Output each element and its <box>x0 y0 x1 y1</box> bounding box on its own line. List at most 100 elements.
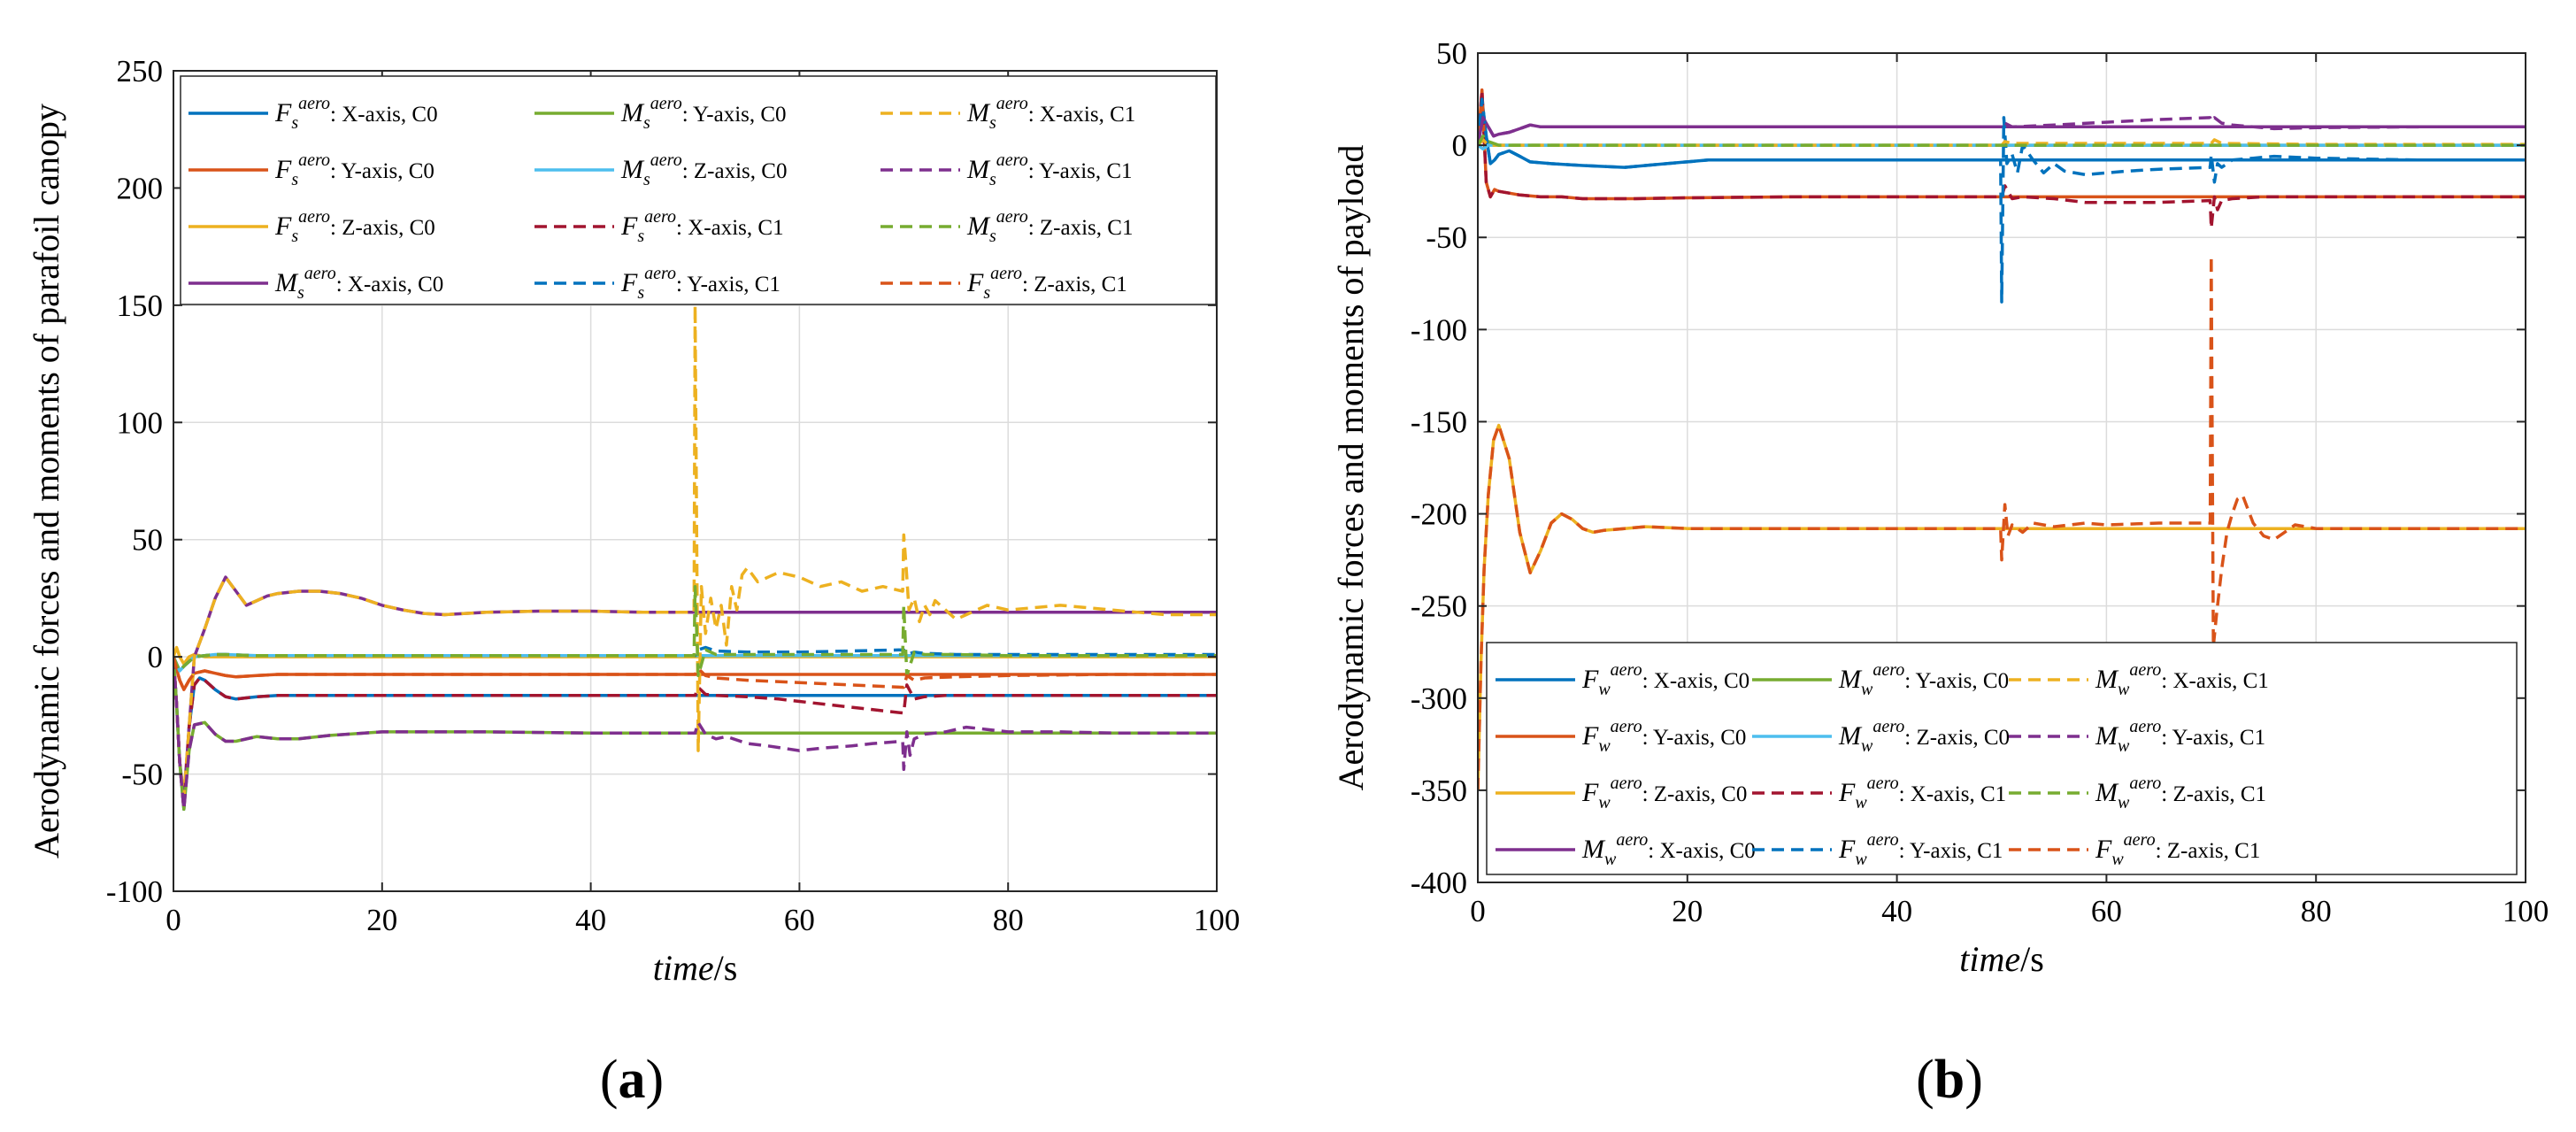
panel-a-y-axis-label: Aerodynamic forces and moments of parafo… <box>27 104 66 859</box>
panel-a-series-line-10 <box>173 584 1217 678</box>
panel-b-legend-subscript: w <box>1855 850 1867 869</box>
panel-b-legend-subscript: w <box>1861 680 1873 699</box>
panel-a-legend-subscript: s <box>983 283 990 303</box>
panel-a-legend-subscript: s <box>637 283 644 303</box>
panel-a-legend-symbol: M <box>274 268 299 297</box>
panel-a-x-tick-label: 80 <box>993 903 1024 937</box>
panel-a-legend-subscript: s <box>989 227 996 246</box>
panel-b-legend-subscript: w <box>1604 850 1617 869</box>
panel-a-legend-text: : X-axis, C0 <box>336 273 444 296</box>
panel-a-legend-subscript: s <box>989 113 996 133</box>
panel-a-legend-superscript: aero <box>304 264 336 283</box>
panel-a-x-tick-label: 40 <box>575 903 606 937</box>
panel-a-legend-symbol: M <box>620 98 645 127</box>
panel-b-legend-superscript: aero <box>1867 774 1899 793</box>
panel-a-legend-symbol: F <box>274 98 292 127</box>
panel-a-x-tick-label: 100 <box>1194 903 1241 937</box>
panel-a-legend-text: : Y-axis, C0 <box>682 103 787 127</box>
panel-a-legend-superscript: aero <box>298 207 330 227</box>
panel-a-legend-superscript: aero <box>996 94 1028 113</box>
panel-b-legend-subscript: w <box>1861 736 1873 756</box>
panel-a-series-line-8 <box>173 304 1217 799</box>
panel-b-y-tick-label: -100 <box>1411 312 1467 347</box>
panel-b-legend-text: : X-axis, C0 <box>1642 669 1750 693</box>
panel-a-x-tick-label: 20 <box>366 903 397 937</box>
panel-a-legend-subscript: s <box>297 283 304 303</box>
panel-b-series-line-10 <box>1478 134 2526 147</box>
panel-a-legend-superscript: aero <box>298 94 330 113</box>
panel-b-legend-subscript: w <box>2118 793 2130 812</box>
panel-a-legend-symbol: F <box>966 268 984 297</box>
panel-b-label: (b) <box>1916 1050 1983 1110</box>
panel-a-legend-subscript: s <box>291 170 298 189</box>
panel-b: 0 20 40 60 80 100 -400 -350 -300 -250 -200 -150 -100… <box>1331 36 2549 979</box>
panel-a-legend-text: : Z-axis, C0 <box>330 216 435 240</box>
panel-a-series-line-9 <box>173 656 1217 812</box>
panel-b-legend-text: : Z-axis, C0 <box>1904 726 2010 750</box>
panel-b-y-tick-label: -350 <box>1411 774 1467 808</box>
panel-b-legend-symbol: F <box>1581 665 1599 694</box>
panel-b-series-group <box>1478 88 2526 790</box>
panel-a-legend-subscript: s <box>291 113 298 133</box>
panel-b-legend-superscript: aero <box>2129 660 2161 680</box>
panel-a-legend-text: : X-axis, C1 <box>1028 103 1136 127</box>
panel-b-legend-subscript: w <box>2111 850 2124 869</box>
panel-b-legend-entry-2: Fwaero: Z-axis, C0 <box>1581 774 1747 812</box>
panel-a-y-tick-label: 50 <box>132 523 163 558</box>
panel-a-x-axis-label: time/s <box>653 948 738 988</box>
panel-b-y-axis-label: Aerodynamic forces and moments of payloa… <box>1331 145 1371 791</box>
panel-b-legend-superscript: aero <box>1872 717 1904 736</box>
panel-a-legend-text: : Z-axis, C0 <box>682 159 788 183</box>
panel-b-y-tick-label: -200 <box>1411 497 1467 532</box>
panel-a-legend-text: : Z-axis, C1 <box>1028 216 1134 240</box>
panel-b-x-tick-label: 80 <box>2301 894 2332 928</box>
panel-a-legend-entry-8: Msaero: X-axis, C1 <box>966 94 1135 133</box>
panel-b-legend-superscript: aero <box>2129 774 2161 793</box>
panel-b-label-letter: b <box>1934 1050 1965 1110</box>
panel-a-legend-entry-11: Fsaero: Z-axis, C1 <box>966 264 1127 303</box>
panel-a-legend-entry-4: Msaero: Y-axis, C0 <box>620 94 787 133</box>
panel-b-legend-superscript: aero <box>1616 830 1648 850</box>
panel-a-x-tick-label: 0 <box>165 903 181 937</box>
panel-a-legend-superscript: aero <box>996 150 1028 170</box>
panel-a-legend-symbol: F <box>620 268 638 297</box>
panel-a-legend-symbol: F <box>274 155 292 184</box>
panel-b-legend-symbol: M <box>2095 721 2119 751</box>
panel-b-x-axis-label: time/s <box>1959 939 2044 979</box>
panel-b-legend-text: : Y-axis, C1 <box>2161 726 2265 750</box>
panel-b-series-line-6 <box>1478 88 2526 230</box>
panel-b-legend-subscript: w <box>1598 736 1611 756</box>
panel-b-legend-entry-8: Mwaero: X-axis, C1 <box>2095 660 2269 699</box>
panel-a-y-tick-label: -100 <box>106 874 163 909</box>
panel-a-label-letter: a <box>619 1050 646 1110</box>
panel-a-series-group <box>173 304 1217 812</box>
panel-a-legend-box <box>180 75 1217 305</box>
panel-a-legend-subscript: s <box>989 170 996 189</box>
panel-b-y-tick-label: -250 <box>1411 589 1467 624</box>
panel-a-legend-symbol: M <box>620 155 645 184</box>
panel-b-x-axis-label-var: time <box>1959 939 2020 979</box>
panel-b-legend-symbol: M <box>2095 665 2119 694</box>
panel-a-legend-superscript: aero <box>298 150 330 170</box>
panel-b-legend-entry-11: Fwaero: Z-axis, C1 <box>2095 830 2260 869</box>
panel-a-y-tick-label: 100 <box>117 405 164 440</box>
panel-b-legend-text: : X-axis, C1 <box>1899 782 2007 806</box>
panel-b-legend-text: : Y-axis, C1 <box>1899 839 2003 863</box>
panel-a-legend-subscript: s <box>291 227 298 246</box>
panel-a-y-tick-label: -50 <box>121 758 163 792</box>
panel-b-legend-entry-10: Mwaero: Z-axis, C1 <box>2095 774 2266 812</box>
panel-a-legend-text: : Y-axis, C1 <box>676 273 780 296</box>
panel-a-legend-entry-3: Msaero: X-axis, C0 <box>274 264 443 303</box>
panel-b-x-tick-label: 100 <box>2503 894 2549 928</box>
panel-b-legend-superscript: aero <box>1611 660 1642 680</box>
panel-b-y-tick-label: 0 <box>1452 128 1468 163</box>
panel-b-legend-symbol: F <box>2095 835 2112 864</box>
panel-a-legend-text: : Y-axis, C0 <box>330 159 434 183</box>
panel-b-legend-symbol: M <box>2095 778 2119 807</box>
panel-b-series-line-8 <box>1478 138 2526 147</box>
panel-a-y-tick-label: 250 <box>117 54 164 89</box>
panel-b-legend-text: : Z-axis, C0 <box>1642 782 1748 806</box>
panel-b-legend-superscript: aero <box>1867 830 1899 850</box>
panel-a-axes-box <box>173 70 1218 892</box>
